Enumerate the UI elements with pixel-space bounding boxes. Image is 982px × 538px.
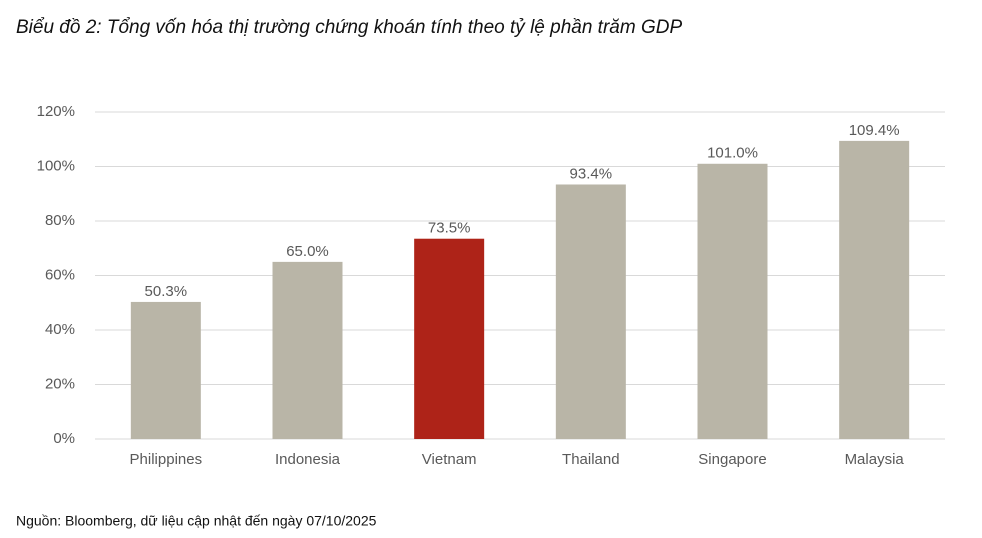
bar: [555, 184, 626, 439]
value-label: 101.0%: [707, 145, 758, 162]
y-tick-label: 20%: [45, 375, 75, 392]
source-note: Nguồn: Bloomberg, dữ liệu cập nhật đến n…: [16, 513, 377, 529]
y-tick-label: 120%: [37, 103, 75, 120]
bar: [272, 261, 343, 439]
bar: [697, 163, 768, 439]
x-tick-label: Vietnam: [422, 451, 477, 468]
x-tick-label: Indonesia: [275, 451, 341, 468]
x-tick-label: Thailand: [562, 451, 620, 468]
y-tick-label: 60%: [45, 266, 75, 283]
y-tick-label: 100%: [37, 157, 75, 174]
value-label: 73.5%: [428, 220, 471, 237]
bar: [414, 238, 485, 439]
x-tick-label: Philippines: [130, 451, 203, 468]
value-label: 50.3%: [145, 283, 188, 300]
x-tick-label: Singapore: [698, 451, 766, 468]
bar: [130, 301, 201, 439]
x-tick-label: Malaysia: [845, 451, 905, 468]
value-label: 109.4%: [849, 122, 900, 139]
y-tick-label: 80%: [45, 212, 75, 229]
value-label: 65.0%: [286, 243, 329, 260]
y-tick-label: 40%: [45, 321, 75, 338]
value-label: 93.4%: [570, 165, 613, 182]
bar: [839, 140, 910, 439]
chart-title: Biểu đồ 2: Tổng vốn hóa thị trường chứng…: [16, 17, 682, 38]
y-tick-label: 0%: [53, 430, 75, 447]
